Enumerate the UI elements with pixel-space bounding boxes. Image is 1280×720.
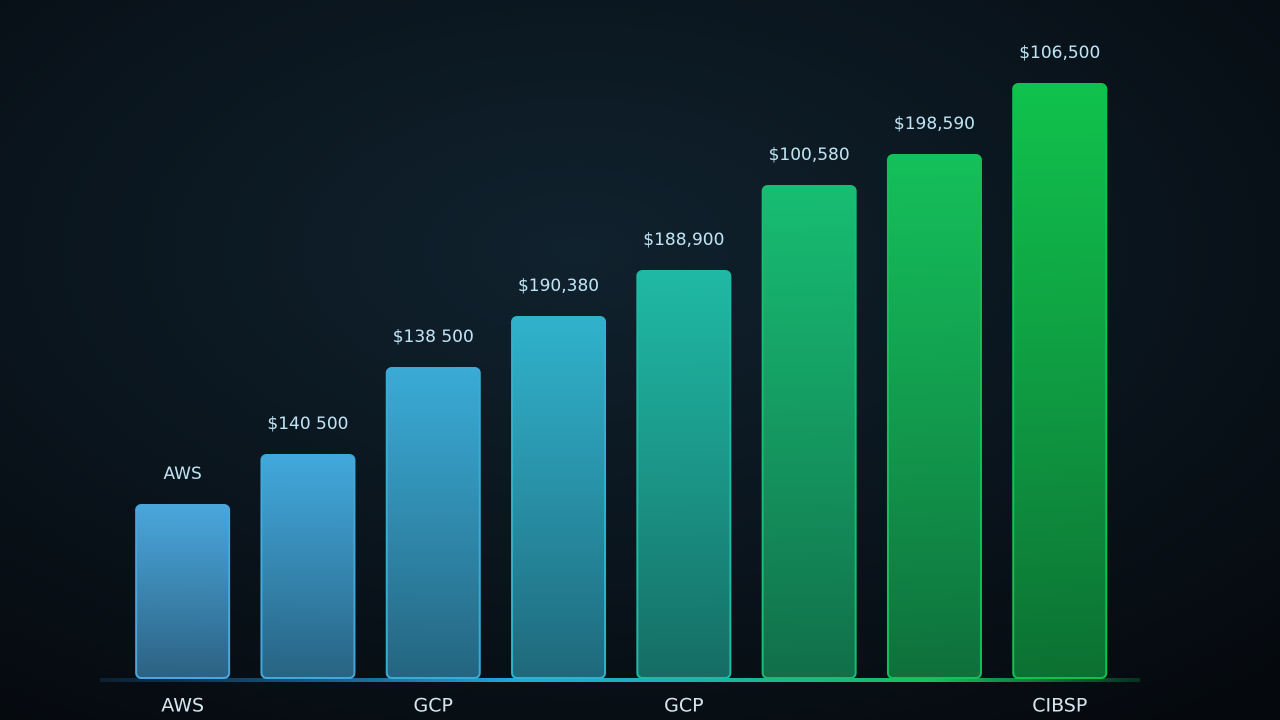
- baseline: [100, 678, 1140, 682]
- bar-label: $190,380: [518, 276, 599, 296]
- x-tick-label: GCP: [664, 695, 703, 717]
- bar-label: AWS: [163, 464, 201, 484]
- bar: [886, 154, 982, 679]
- bar: [135, 504, 231, 679]
- x-tick-label: GCP: [414, 695, 453, 717]
- bar-label: $198,590: [894, 114, 975, 134]
- bar: [761, 185, 857, 679]
- bar: [260, 454, 356, 679]
- bar: [385, 367, 481, 679]
- x-tick-label: CIBSP: [1032, 695, 1087, 717]
- x-tick-label: AWS: [161, 695, 204, 717]
- bar-label: $106,500: [1019, 43, 1100, 63]
- bar-label: $100,580: [769, 145, 850, 165]
- bar: [1012, 83, 1108, 679]
- bar-label: $138 500: [393, 327, 474, 347]
- bar: [636, 270, 732, 679]
- bar: [511, 316, 607, 679]
- bar-label: $188,900: [643, 230, 724, 250]
- bar-label: $140 500: [267, 414, 348, 434]
